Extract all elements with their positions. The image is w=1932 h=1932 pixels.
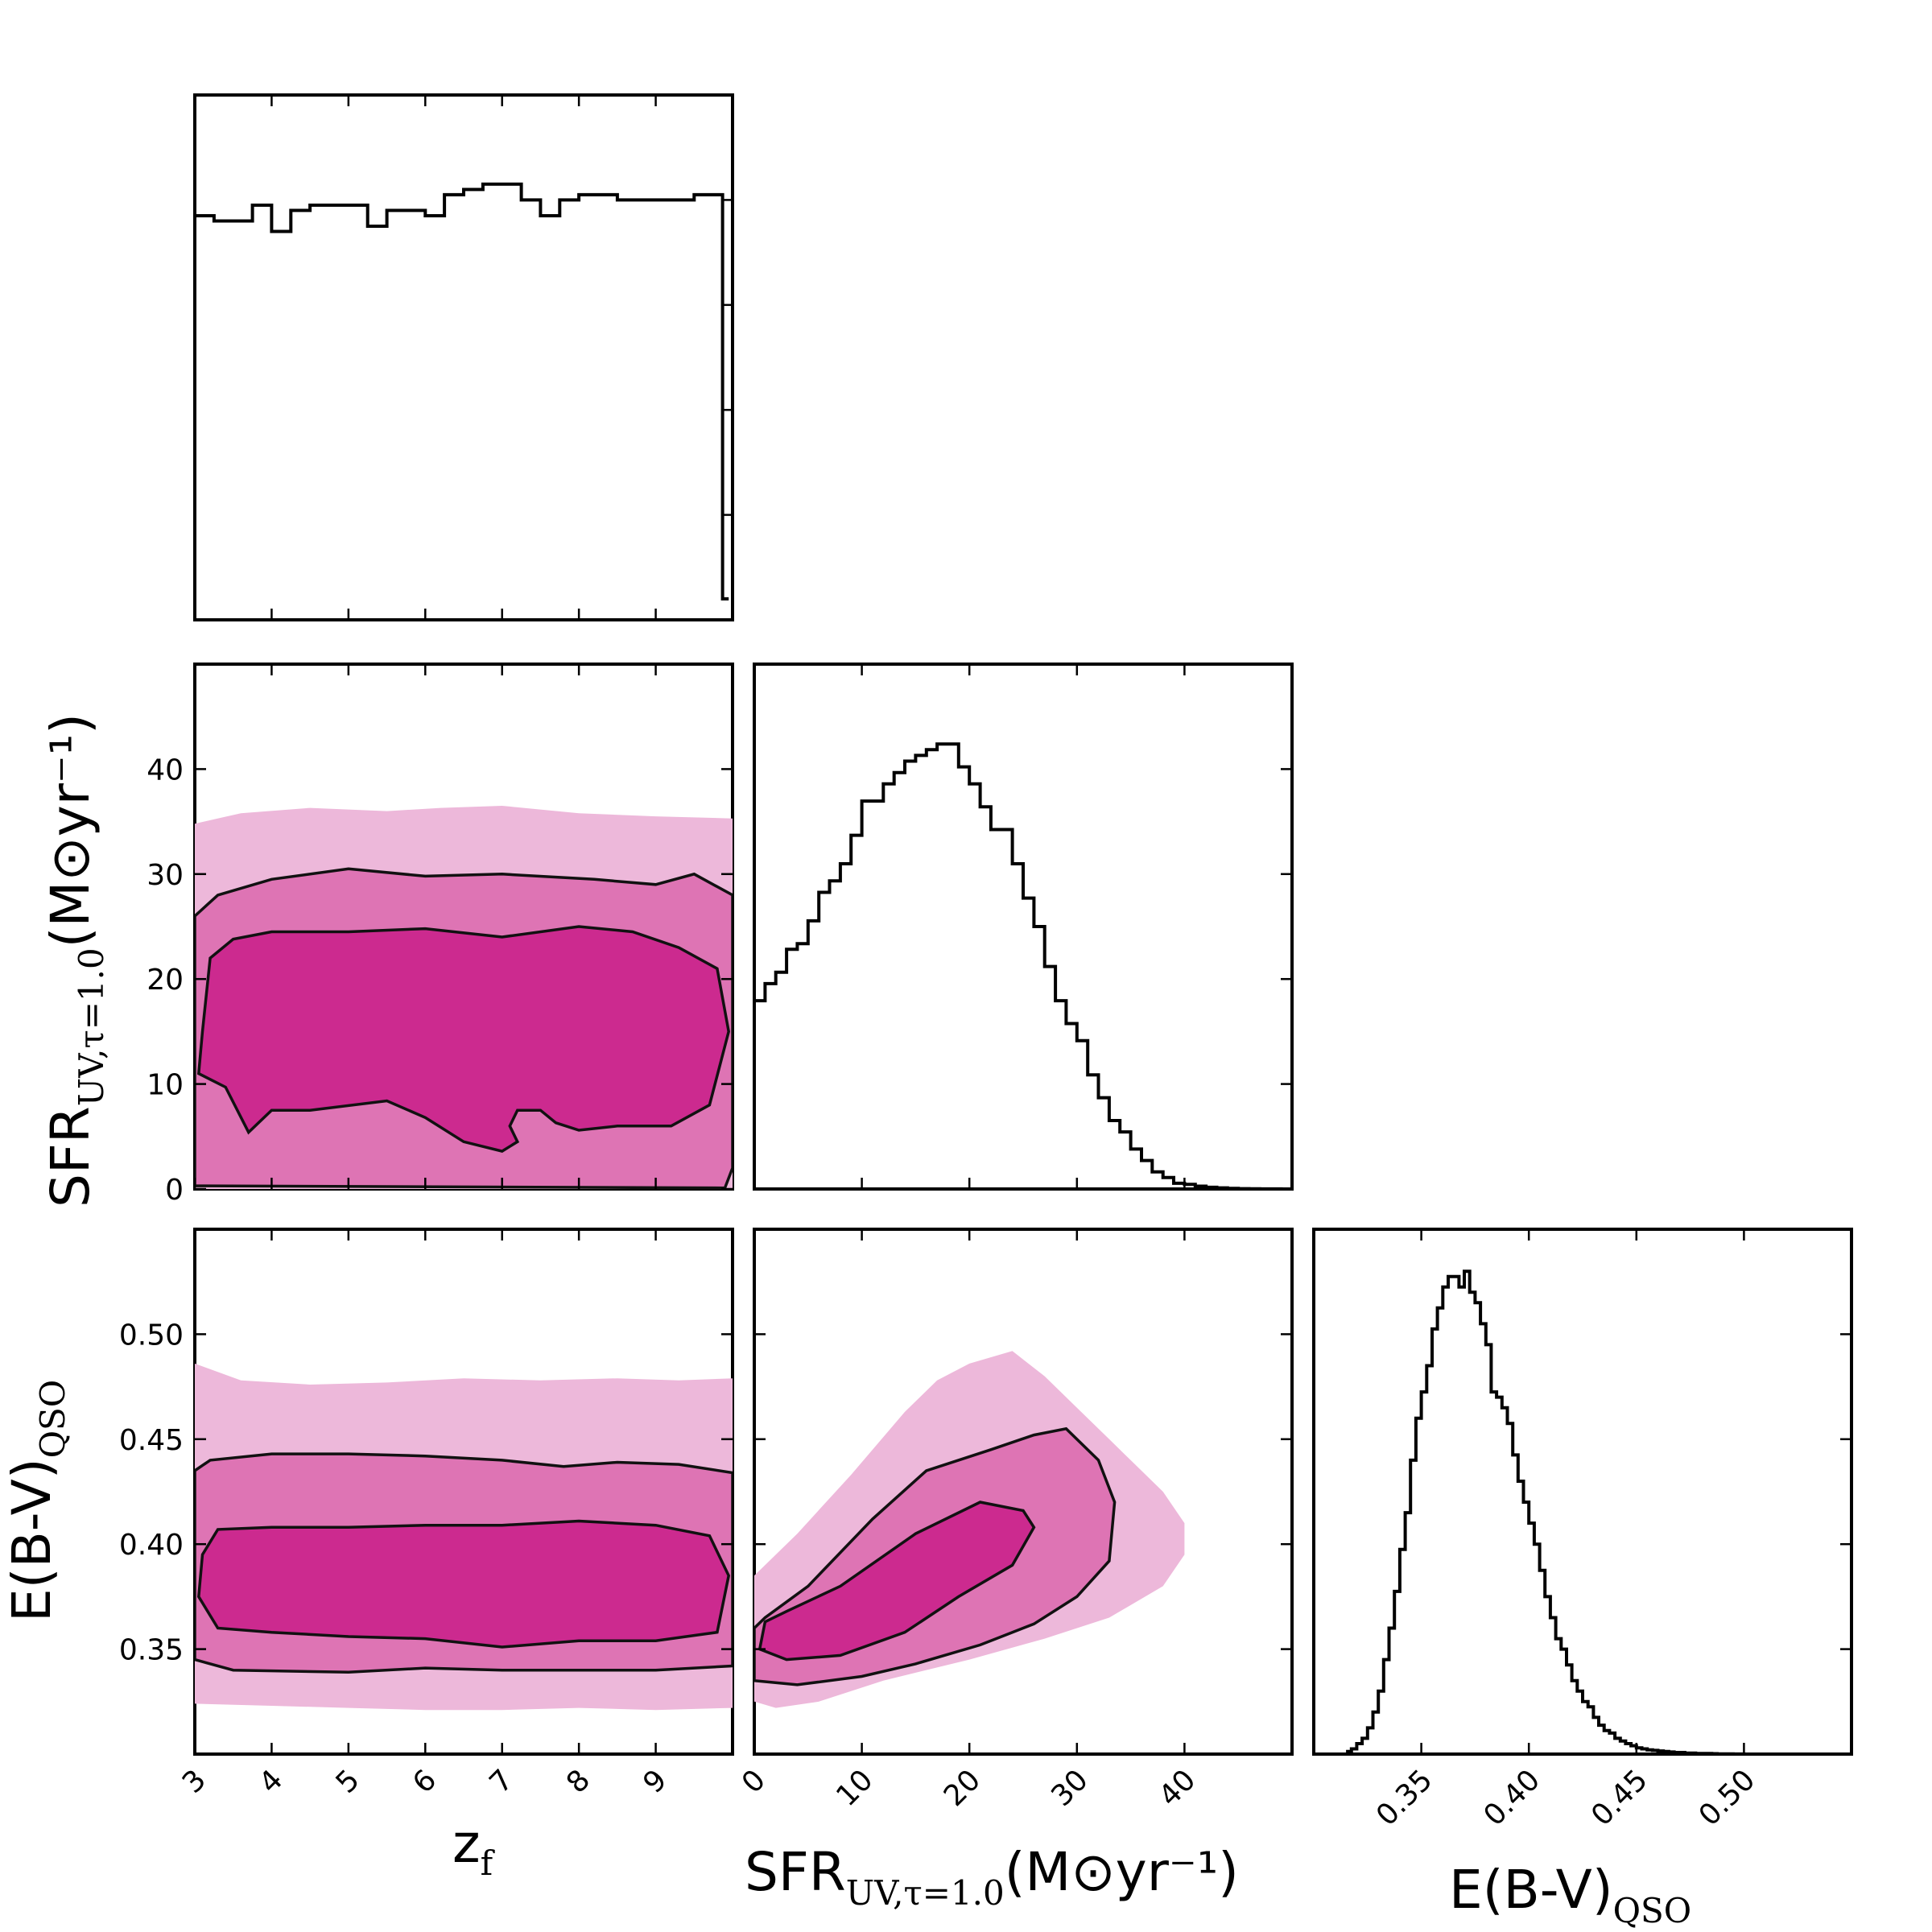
xlabel-ebv-main: E(B-V) <box>1449 1859 1613 1921</box>
xtick-label-zf: 4 <box>253 1764 289 1800</box>
ytick-label-sfr: 10 <box>147 1069 184 1102</box>
ticks <box>193 95 1852 1754</box>
sfr_ebv-sigma2-line <box>754 1426 1117 1686</box>
histogram-sfr <box>754 742 1292 1191</box>
zf_sfr-sigma1-fill <box>198 927 729 1152</box>
xtick-label-ebv: 0.50 <box>1693 1764 1762 1833</box>
xlabel-sfr-sub: UV,τ=1.0 <box>846 1873 1005 1913</box>
xtick-label-zf: 7 <box>484 1764 520 1800</box>
frame-hist-sfr <box>753 663 1294 1191</box>
xtick-label-zf: 8 <box>560 1764 597 1800</box>
xtick-label-sfr: 40 <box>1153 1764 1202 1813</box>
xlabel-zf: zf <box>452 1813 496 1883</box>
xtick-label-zf: 3 <box>176 1764 213 1800</box>
histogram-ebv <box>1346 1269 1755 1756</box>
ytick-label-sfr: 0 <box>165 1174 184 1207</box>
xtick-label-ebv: 0.35 <box>1370 1764 1439 1833</box>
ylabel-sfr-main: SFR <box>39 1106 101 1208</box>
contour-fills <box>195 806 1185 1711</box>
ytick-label-ebv: 0.40 <box>119 1529 184 1562</box>
frame-sfr-ebv <box>753 1228 1294 1756</box>
xtick-label-sfr: 10 <box>830 1764 879 1813</box>
axis-labels: zf SFRUV,τ=1.0(M⊙yr⁻¹) E(B-V)QSO SFRUV,τ… <box>1 713 1691 1930</box>
ytick-label-sfr: 30 <box>147 859 184 892</box>
xtick-label-ebv: 0.40 <box>1478 1764 1547 1833</box>
xlabel-ebv: E(B-V)QSO <box>1449 1859 1691 1930</box>
xlabel-zf-main: z <box>452 1813 481 1875</box>
xlabel-sfr-tail: (M⊙yr⁻¹) <box>1005 1841 1239 1903</box>
zf_sfr-sigma1-line <box>196 925 730 1153</box>
ytick-label-ebv: 0.35 <box>119 1634 184 1667</box>
ylabel-sfr-tail: (M⊙yr⁻¹) <box>39 713 101 947</box>
xlabel-sfr: SFRUV,τ=1.0(M⊙yr⁻¹) <box>745 1841 1239 1913</box>
frame-hist-zf <box>193 93 734 621</box>
ytick-label-sfr: 40 <box>147 753 184 786</box>
zf_sfr-sigma2-line <box>195 867 733 1189</box>
ytick-label-sfr: 20 <box>147 964 184 997</box>
zf_ebv-sigma1-line <box>197 1519 731 1649</box>
xtick-label-zf: 9 <box>637 1764 673 1800</box>
ytick-label-ebv: 0.50 <box>119 1319 184 1352</box>
ylabel-sfr-sub: UV,τ=1.0 <box>72 947 111 1106</box>
zf_ebv-sigma2-line <box>195 1452 733 1674</box>
ylabel-ebv: E(B-V)QSO <box>1 1380 72 1622</box>
histograms <box>195 182 1755 1756</box>
histogram-zf <box>195 182 729 601</box>
ylabel-ebv-sub: QSO <box>33 1380 72 1459</box>
zf_ebv-sigma1-fill <box>198 1521 729 1647</box>
xlabel-sfr-main: SFR <box>745 1841 846 1903</box>
xtick-label-sfr: 20 <box>938 1764 987 1813</box>
xlabel-zf-sub: f <box>481 1843 496 1883</box>
contour-lines <box>195 867 1117 1686</box>
sfr_ebv-sigma1-line <box>758 1501 1036 1662</box>
xtick-label-ebv: 0.45 <box>1585 1764 1654 1833</box>
frame-hist-ebv <box>1312 1228 1853 1756</box>
xtick-label-sfr: 0 <box>736 1764 772 1800</box>
sfr_ebv-sigma1-fill <box>759 1502 1034 1660</box>
xtick-label-zf: 5 <box>330 1764 366 1800</box>
xtick-label-sfr: 30 <box>1045 1764 1094 1813</box>
ylabel-ebv-main: E(B-V) <box>1 1458 63 1622</box>
xtick-label-zf: 6 <box>407 1764 443 1800</box>
ylabel-sfr: SFRUV,τ=1.0(M⊙yr⁻¹) <box>39 713 111 1208</box>
ytick-label-ebv: 0.45 <box>119 1424 184 1457</box>
xlabel-ebv-sub: QSO <box>1613 1891 1692 1930</box>
